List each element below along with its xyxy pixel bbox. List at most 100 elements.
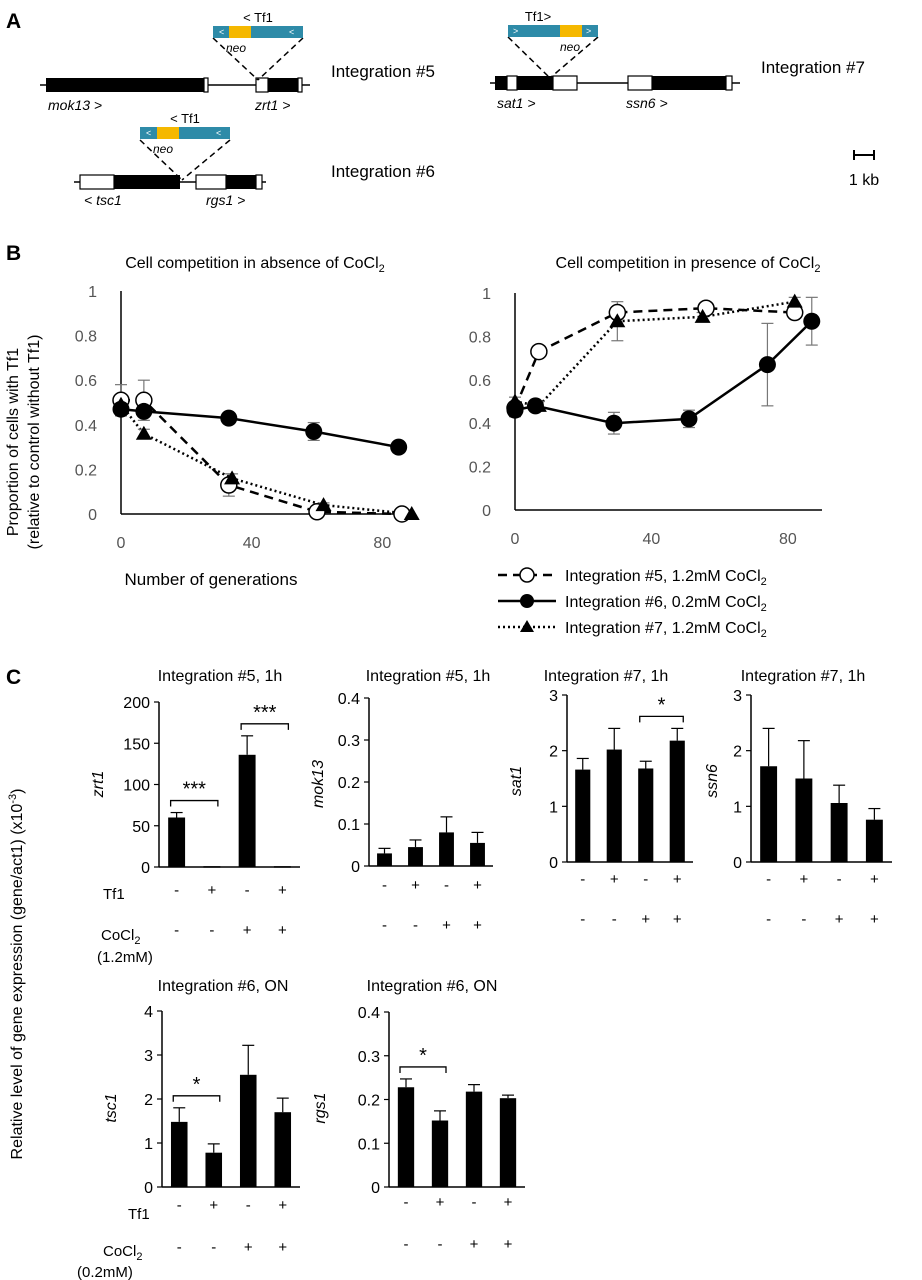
series-line	[514, 300, 795, 408]
data-point	[224, 470, 241, 485]
tf1-sign: -	[580, 871, 585, 888]
panel-c: Relative level of gene expression (gene/…	[7, 668, 892, 1280]
y-tick-label: 50	[132, 819, 150, 836]
svg-text:<: <	[219, 27, 224, 37]
b-ylabel-line2: (relative to control without Tf1)	[26, 335, 43, 550]
series-line	[121, 399, 402, 516]
bar	[205, 1152, 223, 1187]
significance-bracket	[639, 715, 684, 723]
tf1-sign: -	[837, 871, 842, 888]
bar	[170, 1121, 188, 1187]
svg-text:Integration #6, 0.2mM CoCl2: Integration #6, 0.2mM CoCl2	[565, 594, 767, 614]
bar-chart-title: Integration #7, 1h	[741, 668, 866, 685]
zrt1-exon	[268, 78, 298, 92]
data-point	[390, 438, 408, 456]
cocl2-sign: -	[174, 922, 179, 939]
integration5-map: < < < Tf1 neo mok13 > zrt1 > Integration…	[40, 10, 435, 113]
bar	[638, 768, 654, 862]
data-point	[507, 393, 523, 408]
y-tick-label: 0.2	[469, 460, 491, 477]
x-tick-label: 40	[243, 535, 261, 552]
bar	[465, 1091, 483, 1187]
bar	[669, 740, 685, 862]
tf1-element-7	[508, 25, 598, 37]
svg-text:>: >	[586, 26, 591, 36]
data-point	[305, 422, 323, 440]
x-tick-label: 80	[373, 535, 391, 552]
y-tick-label: 0.4	[338, 691, 360, 708]
series-line	[120, 407, 399, 449]
x-tick-label: 40	[643, 531, 661, 548]
cocl2-sign: +	[473, 917, 482, 934]
y-tick-label: 200	[123, 695, 150, 712]
c-cocl2-row-label-top: CoCl2	[101, 927, 140, 947]
data-point	[135, 425, 152, 440]
legend-label-integration7: Integration #7, 1.2mM CoCl	[565, 620, 761, 637]
data-point	[220, 409, 238, 427]
line-chart-title: Cell competition in absence of CoCl2	[125, 255, 385, 275]
y-tick-label: 0.3	[338, 733, 360, 750]
panel-label-a: A	[6, 10, 21, 33]
cocl2-sign: -	[580, 911, 585, 928]
tf1-sign: +	[411, 877, 420, 894]
panel-label-b: B	[6, 242, 21, 265]
y-tick-label: 1	[733, 799, 742, 816]
significance-label: ***	[183, 779, 207, 801]
cocl2-sign: +	[470, 1236, 479, 1253]
gene-sat1: sat1 >	[497, 95, 536, 111]
c-conc-top: (1.2mM)	[97, 949, 153, 966]
tf1-sign: +	[278, 882, 287, 899]
y-tick-label: 0.4	[358, 1005, 380, 1022]
y-tick-label: 0.4	[75, 418, 97, 435]
ssn6-exon	[652, 76, 726, 90]
integration6-label: Integration #6	[331, 162, 435, 181]
svg-text:>: >	[513, 26, 518, 36]
tf1-sign: -	[643, 871, 648, 888]
bar	[606, 749, 622, 862]
cocl2-sign: -	[209, 922, 214, 939]
y-tick-label: 0.1	[358, 1136, 380, 1153]
neo-cassette-7	[560, 25, 582, 37]
cocl2-sign: +	[673, 911, 682, 928]
cocl2-sign: +	[442, 917, 451, 934]
bar-chart-ylabel: mok13	[310, 760, 327, 808]
bar-chart-title: Integration #7, 1h	[544, 668, 669, 685]
tf1-sign: -	[444, 877, 449, 894]
tf1-label-5: < Tf1	[243, 10, 273, 25]
significance-label: *	[193, 1074, 201, 1096]
y-tick-label: 0	[144, 1180, 153, 1197]
y-tick-label: 1	[144, 1136, 153, 1153]
tf1-sign: -	[174, 882, 179, 899]
data-point	[403, 506, 420, 520]
data-point	[605, 414, 623, 432]
tf1-sign: +	[209, 1197, 218, 1214]
bar	[470, 842, 485, 866]
y-tick-label: 0.6	[469, 373, 491, 390]
bar	[830, 802, 848, 862]
y-tick-label: 0.2	[75, 462, 97, 479]
sat1-exon	[517, 76, 553, 90]
bar-chart-zrt1: Integration #5, 1h zrt1 0 50 100 150 200 - - + - - +…	[90, 668, 300, 939]
tf1-sign: +	[673, 871, 682, 888]
bar-chart-title: Integration #5, 1h	[158, 668, 283, 685]
integration5-label: Integration #5	[331, 62, 435, 81]
cocl2-sign: +	[504, 1236, 513, 1253]
cocl2-sign: -	[612, 911, 617, 928]
bar-chart-title: Integration #6, ON	[367, 978, 498, 995]
cocl2-sign: -	[404, 1236, 409, 1253]
tf1-label-6: < Tf1	[170, 111, 200, 126]
bar	[238, 754, 256, 867]
gene-rgs1: rgs1 >	[206, 192, 245, 208]
c-conc-bottom: (0.2mM)	[77, 1264, 133, 1280]
y-tick-label: 0	[733, 855, 742, 872]
cocl2-sign: -	[766, 911, 771, 928]
y-tick-label: 3	[549, 688, 558, 705]
y-tick-label: 2	[549, 744, 558, 761]
x-tick-label: 0	[511, 531, 520, 548]
gene-zrt1: zrt1 >	[254, 97, 290, 113]
mok13-exon	[46, 78, 204, 92]
svg-text:<: <	[216, 128, 221, 138]
y-tick-label: 0.2	[358, 1093, 380, 1110]
